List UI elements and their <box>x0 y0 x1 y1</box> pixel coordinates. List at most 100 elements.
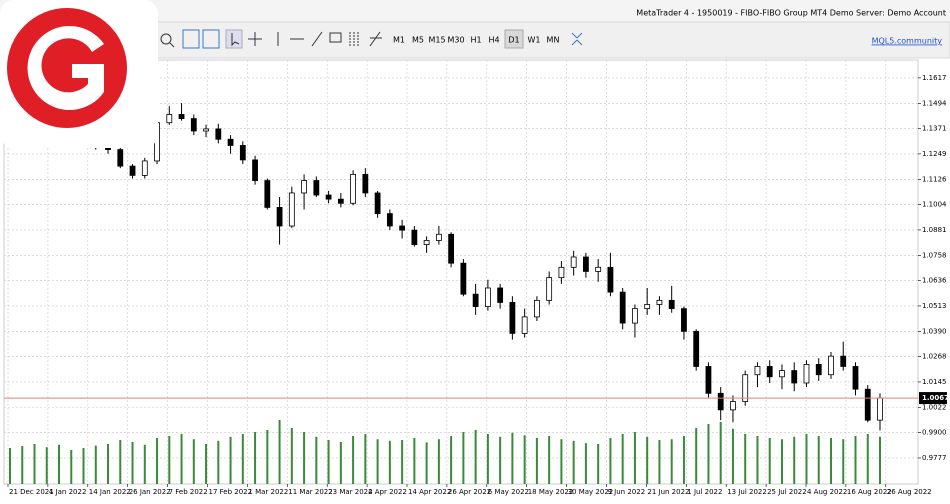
timeframe-button[interactable]: M30 <box>447 36 464 45</box>
candle-body <box>239 145 246 161</box>
volume-bar <box>327 440 330 484</box>
x-tick-label: 4 Apr 2022 <box>368 488 407 496</box>
templates-icon[interactable] <box>571 32 583 46</box>
autoscroll-icon[interactable] <box>182 29 200 49</box>
candle-body <box>472 293 479 307</box>
price-tag <box>919 392 947 405</box>
candle-body <box>595 266 602 272</box>
volume-bar <box>82 448 85 484</box>
volume-bar <box>523 435 526 484</box>
plot: 1.0067 <box>4 103 949 484</box>
candle-body <box>840 355 847 367</box>
volume-bar <box>829 438 832 484</box>
volume-bar <box>560 439 563 484</box>
y-tick-label: 0.9900 <box>922 429 947 437</box>
candle-body <box>521 316 528 334</box>
x-tick-label: 17 Feb 2022 <box>209 488 253 496</box>
timeframe-button[interactable]: M5 <box>412 36 424 45</box>
volume-bar <box>254 432 257 484</box>
y-tick-label: 1.0513 <box>922 302 947 310</box>
timeframe-button[interactable]: H4 <box>488 36 499 45</box>
volume-bar <box>119 440 122 484</box>
volume-bar <box>682 436 685 484</box>
volume-bar <box>768 438 771 484</box>
candle-body <box>668 299 675 310</box>
y-tick-label: 1.1249 <box>922 150 947 158</box>
y-tick-label: 1.1371 <box>922 125 947 133</box>
candle-body <box>717 392 724 411</box>
volume-bar <box>94 445 97 484</box>
candle-body <box>117 149 124 167</box>
volume-bar <box>413 438 416 484</box>
x-tick-label: 4 Jan 2022 <box>49 488 87 496</box>
candle-body <box>460 262 467 295</box>
volume-bar <box>364 434 367 484</box>
volume-bar <box>107 444 110 484</box>
volume-bar <box>376 439 379 484</box>
y-tick-label: 1.0881 <box>922 226 947 234</box>
volume-bar <box>58 444 61 484</box>
volume-bar <box>744 434 747 484</box>
candle-body <box>705 366 712 394</box>
volume-bar <box>695 428 698 484</box>
community-link[interactable]: MQL5.community <box>872 37 943 46</box>
y-tick-label: 1.1126 <box>922 175 947 183</box>
y-tick-label: 1.0268 <box>922 353 947 361</box>
cursor-icon[interactable] <box>225 29 243 49</box>
candle-body <box>852 366 859 390</box>
logo <box>0 0 158 148</box>
timeframe-button[interactable]: MN <box>547 36 560 45</box>
volume-bar <box>45 447 48 484</box>
volume-bar <box>535 438 538 484</box>
timeframe-button[interactable]: M15 <box>428 36 445 45</box>
volume-bar <box>548 436 551 484</box>
timeframe-button[interactable]: D1 <box>508 36 519 45</box>
volume-bar <box>670 439 673 484</box>
volume-bar <box>217 440 220 484</box>
candle-body <box>619 291 626 324</box>
trendline-icon[interactable] <box>311 31 323 47</box>
shift-icon[interactable] <box>202 29 220 49</box>
volume-bar <box>756 436 759 484</box>
timeframe-button[interactable]: M1 <box>393 36 405 45</box>
candle-body <box>693 330 700 367</box>
volume-bar <box>474 430 477 484</box>
candle-body <box>877 397 883 421</box>
volume-bar <box>21 446 24 484</box>
toolbar <box>0 21 950 59</box>
candle-body <box>828 355 834 376</box>
candle-body <box>534 299 540 318</box>
text-icon[interactable] <box>329 32 342 43</box>
volume-bar <box>241 434 244 484</box>
timeframe-button[interactable]: W1 <box>528 36 541 45</box>
candle-body <box>754 366 761 376</box>
window-title: MetaTrader 4 - 1950019 - FIBO-FIBO Group… <box>636 9 946 18</box>
fibo-icon[interactable] <box>369 31 382 47</box>
channel-icon[interactable] <box>349 32 359 46</box>
volume-bar <box>719 422 722 484</box>
logo-mark <box>27 26 105 110</box>
y-tick-label: 1.0145 <box>922 378 947 386</box>
candle-body <box>632 308 638 324</box>
x-tick-label: 21 Jun 2022 <box>647 488 689 496</box>
x-tick-label: 21 Dec 2021 <box>9 488 54 496</box>
volume-bar <box>425 442 428 484</box>
volume-bar <box>168 436 171 484</box>
timeframe-button[interactable]: H1 <box>470 36 481 45</box>
candle-body <box>742 374 749 402</box>
candle-body <box>607 266 614 293</box>
crosshair-icon[interactable] <box>248 32 262 46</box>
x-tick-label: 6 May 2022 <box>488 488 529 496</box>
candle-body <box>313 180 320 196</box>
x-tick-label: 11 Mar 2022 <box>288 488 332 496</box>
volume-bar <box>352 436 355 484</box>
volume-bar <box>780 439 783 484</box>
volume-bar <box>854 436 857 484</box>
volume-bar <box>388 440 391 484</box>
volume-bar <box>437 439 440 484</box>
zoom-icon[interactable] <box>160 33 172 45</box>
volume-bar <box>450 436 453 484</box>
candle-body <box>546 277 553 301</box>
